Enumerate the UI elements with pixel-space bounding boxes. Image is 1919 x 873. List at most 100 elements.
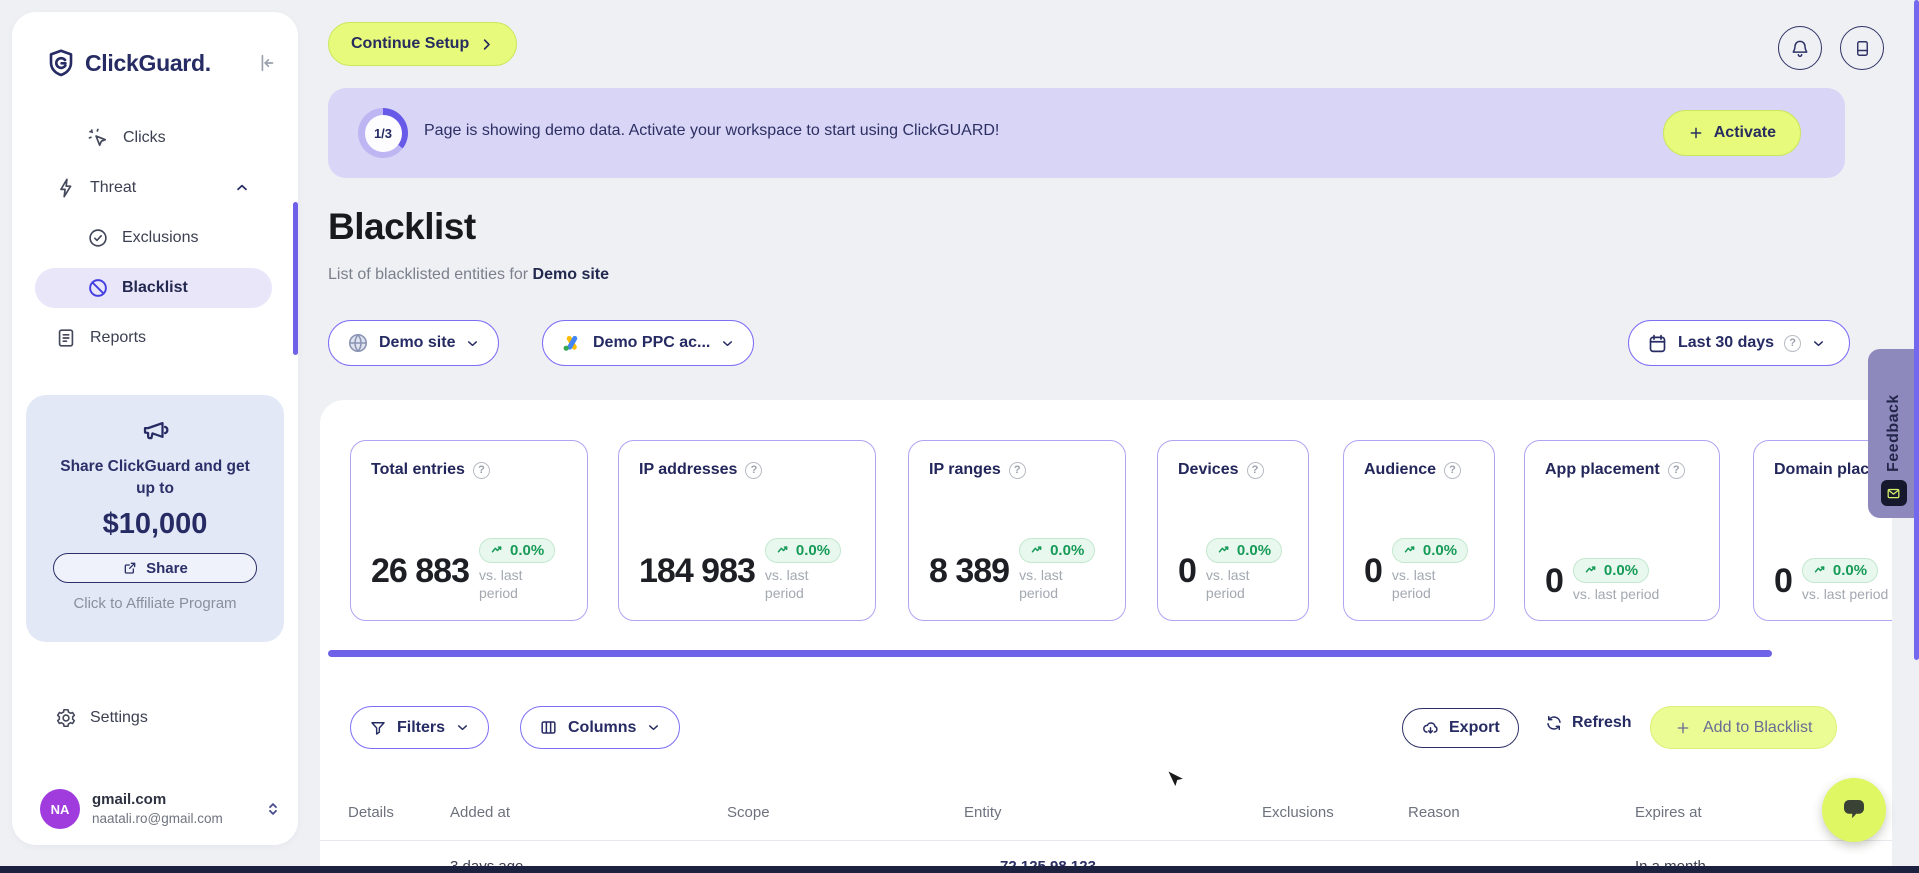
sidebar-item-clicks[interactable]: Clicks [12, 118, 298, 158]
cloud-download-icon [1421, 719, 1440, 738]
site-selector-value: Demo site [379, 334, 456, 351]
delta-value: 0.0% [1050, 542, 1085, 559]
cursor-click-icon [87, 127, 110, 150]
sidebar-item-reports[interactable]: Reports [12, 318, 298, 358]
help-icon[interactable]: ? [1667, 461, 1685, 479]
notifications-button[interactable] [1778, 26, 1822, 70]
delta-badge: 0.0% [1391, 538, 1469, 563]
column-header-exclusions[interactable]: Exclusions [1262, 804, 1334, 821]
stat-card-title: IP addresses [639, 461, 738, 478]
date-range-selector[interactable]: Last 30 days ? [1628, 320, 1850, 366]
help-icon[interactable]: ? [1246, 461, 1264, 479]
collapse-sidebar-icon[interactable] [256, 52, 278, 74]
table-header-divider [320, 840, 1892, 841]
page-vertical-scrollbar[interactable] [1914, 0, 1919, 660]
vs-last-period-label: vs. last period [479, 567, 523, 601]
ppc-account-selector[interactable]: Demo PPC ac... [542, 320, 755, 366]
filters-button[interactable]: Filters [350, 706, 490, 749]
activate-button-label: Activate [1713, 124, 1776, 141]
stat-card-title: App placement [1545, 461, 1660, 478]
stat-card-total-entries: Total entries ? 26 883 0.0% vs. last per… [350, 440, 588, 621]
sidebar-scrollbar[interactable] [293, 202, 298, 355]
continue-setup-button[interactable]: Continue Setup [328, 22, 518, 66]
stat-card-title: Domain placement [1774, 461, 1892, 478]
stat-card-value: 0 [1545, 561, 1564, 600]
share-button[interactable]: Share [53, 553, 257, 583]
delta-value: 0.0% [1236, 542, 1272, 559]
docs-button[interactable] [1840, 26, 1884, 70]
continue-setup-label: Continue Setup [351, 35, 470, 52]
chevron-down-icon [455, 720, 470, 735]
plus-icon [1675, 720, 1691, 736]
feedback-message-icon [1880, 480, 1907, 506]
plus-icon [1688, 125, 1704, 141]
column-header-expires-at[interactable]: Expires at [1635, 804, 1702, 821]
chevron-down-icon [465, 336, 480, 351]
delta-badge: 0.0% [1205, 538, 1283, 563]
sidebar-item-label: Exclusions [122, 229, 199, 246]
page-subtitle: List of blacklisted entities for Demo si… [328, 266, 609, 284]
lightning-icon [55, 177, 77, 199]
columns-button[interactable]: Columns [520, 706, 681, 749]
globe-icon [347, 332, 369, 354]
feedback-tab[interactable]: Feedback [1868, 349, 1919, 518]
vs-last-period-label: vs. last period [1801, 586, 1889, 602]
chat-launcher-button[interactable] [1822, 778, 1886, 842]
delta-value: 0.0% [1832, 562, 1868, 579]
help-icon[interactable]: ? [1784, 334, 1802, 352]
sidebar-item-blacklist[interactable]: Blacklist [35, 268, 272, 308]
blocked-icon [87, 277, 109, 299]
column-header-entity[interactable]: Entity [964, 804, 1002, 821]
page-subtitle-text: List of blacklisted entities for [328, 266, 529, 283]
help-icon[interactable]: ? [745, 461, 763, 479]
workspace-name: gmail.com [92, 791, 167, 808]
demo-data-banner: 1/3 Page is showing demo data. Activate … [328, 88, 1845, 178]
chevron-down-icon [720, 336, 735, 351]
setup-progress-value: 1/3 [364, 114, 402, 152]
export-button[interactable]: Export [1402, 708, 1519, 748]
vs-last-period-label: vs. last period [1391, 567, 1436, 601]
refresh-button[interactable]: Refresh [1545, 714, 1632, 732]
switcher-chevrons-icon [264, 800, 282, 818]
promo-footnote: Click to Affiliate Program [73, 595, 237, 612]
date-range-value: Last 30 days [1678, 334, 1775, 351]
column-header-added-at[interactable]: Added at [450, 804, 511, 821]
sidebar-item-threat[interactable]: Threat [12, 168, 298, 208]
help-icon[interactable]: ? [1444, 461, 1462, 479]
page-title: Blacklist [328, 206, 476, 247]
bottom-edge-bar [0, 866, 1919, 873]
workspace-switcher[interactable]: NA gmail.com naatali.ro@gmail.com [40, 787, 282, 831]
funnel-icon [369, 719, 387, 737]
help-icon[interactable]: ? [472, 461, 490, 479]
vs-last-period-label: vs. last period [1572, 586, 1660, 602]
blacklist-panel: Total entries ? 26 883 0.0% vs. last per… [320, 400, 1892, 873]
column-header-scope[interactable]: Scope [727, 804, 770, 821]
chevron-up-icon[interactable] [234, 180, 250, 196]
page-subtitle-entity: Demo site [532, 266, 610, 283]
column-header-reason[interactable]: Reason [1408, 804, 1460, 821]
stat-card-value: 0 [1364, 551, 1383, 590]
affiliate-promo-card[interactable]: Share ClickGuard and get up to $10,000 S… [26, 395, 284, 642]
calendar-icon [1647, 333, 1668, 354]
stat-card-title: Total entries [371, 461, 465, 478]
vs-last-period-label: vs. last period [764, 567, 809, 601]
refresh-icon [1545, 714, 1563, 732]
site-selector[interactable]: Demo site [328, 320, 500, 366]
add-to-blacklist-button[interactable]: Add to Blacklist [1650, 706, 1838, 749]
export-button-label: Export [1449, 719, 1500, 736]
activate-button[interactable]: Activate [1662, 110, 1801, 156]
stat-card-ip-addresses: IP addresses ? 184 983 0.0% vs. last per… [618, 440, 876, 621]
columns-icon [539, 718, 558, 737]
sidebar-item-settings[interactable]: Settings [55, 702, 148, 734]
add-to-blacklist-label: Add to Blacklist [1703, 718, 1813, 736]
cards-horizontal-scrollbar[interactable] [328, 650, 1772, 657]
column-header-details[interactable]: Details [348, 804, 394, 821]
badge-check-icon [87, 227, 109, 249]
stat-card-title: Devices [1178, 461, 1239, 478]
promo-headline: Share ClickGuard and get up to [60, 458, 250, 497]
columns-button-label: Columns [568, 718, 637, 736]
help-icon[interactable]: ? [1008, 461, 1026, 479]
stat-card-devices: Devices ? 0 0.0% vs. last period [1157, 440, 1309, 621]
stat-card-audience: Audience ? 0 0.0% vs. last period [1343, 440, 1495, 621]
sidebar-item-exclusions[interactable]: Exclusions [12, 218, 298, 258]
